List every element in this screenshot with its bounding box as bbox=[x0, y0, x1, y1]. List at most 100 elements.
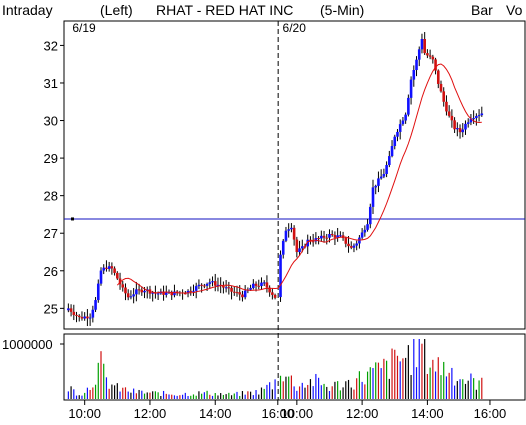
candle-body bbox=[358, 237, 361, 244]
volume-bars bbox=[60, 339, 483, 399]
candle-body bbox=[464, 123, 467, 130]
candle-body bbox=[175, 291, 179, 293]
candle-body bbox=[374, 185, 378, 188]
candle-body bbox=[211, 281, 214, 283]
x-tick-label: 10:00 bbox=[281, 406, 314, 421]
candle-body bbox=[268, 287, 271, 293]
candle-body bbox=[67, 308, 70, 311]
candle-body bbox=[116, 272, 119, 279]
x-tick-label: 10:00 bbox=[68, 406, 101, 421]
candle-body bbox=[417, 49, 421, 60]
candle-body bbox=[393, 136, 397, 147]
candle-body bbox=[126, 293, 130, 298]
candle-body bbox=[388, 156, 391, 166]
candle-body bbox=[241, 294, 244, 298]
candle-body bbox=[279, 254, 282, 298]
day-labels: 6/19 6/20 bbox=[72, 21, 306, 35]
candle-body bbox=[216, 284, 220, 286]
candle-body bbox=[379, 176, 383, 179]
volume-panel[interactable] bbox=[63, 333, 526, 401]
hline-marker bbox=[71, 217, 74, 221]
moving-average-line bbox=[116, 63, 482, 294]
candle-body bbox=[363, 229, 367, 233]
candle-body bbox=[412, 70, 416, 80]
price-panel[interactable] bbox=[63, 20, 526, 330]
x-tick-label: 14:00 bbox=[411, 406, 444, 421]
y-tick-label: 29 bbox=[44, 151, 58, 166]
candle-body bbox=[466, 122, 470, 124]
candle-body bbox=[156, 293, 160, 295]
candle-body bbox=[235, 292, 239, 294]
candle-body bbox=[271, 292, 274, 295]
candle-body bbox=[173, 291, 176, 296]
volume-label[interactable]: Vo bbox=[506, 2, 523, 18]
candle-body bbox=[265, 282, 269, 288]
candle-body bbox=[295, 239, 299, 253]
chart-mode: Intraday bbox=[2, 2, 53, 18]
candle-body bbox=[88, 317, 92, 319]
x-tick-label: 12:00 bbox=[134, 406, 167, 421]
candle-body bbox=[461, 129, 465, 133]
candle-body bbox=[322, 235, 326, 238]
candle-body bbox=[143, 290, 146, 293]
candle-body bbox=[415, 59, 418, 71]
candle-body bbox=[309, 239, 312, 242]
candle-body bbox=[281, 240, 285, 255]
candle-body bbox=[390, 146, 394, 157]
candle-body bbox=[423, 39, 426, 54]
candle-body bbox=[132, 294, 135, 297]
candle-body bbox=[189, 290, 193, 292]
candle-body bbox=[124, 287, 127, 294]
candle-body bbox=[336, 235, 339, 238]
candle-body bbox=[164, 292, 168, 295]
candle-body bbox=[222, 285, 225, 288]
candle-body bbox=[113, 268, 116, 273]
candle-body bbox=[290, 227, 293, 230]
candle-body bbox=[83, 316, 86, 319]
candle-body bbox=[260, 282, 263, 287]
y-tick-label: 30 bbox=[44, 114, 58, 129]
candle-body bbox=[325, 237, 329, 239]
candle-body bbox=[162, 291, 165, 295]
candle-body bbox=[366, 224, 369, 230]
candle-body bbox=[434, 59, 437, 71]
candle-body bbox=[306, 239, 310, 247]
candle-body bbox=[257, 285, 261, 287]
candle-body bbox=[232, 291, 236, 293]
candle-body bbox=[137, 289, 141, 291]
y-tick-label: 28 bbox=[44, 189, 58, 204]
candle-body bbox=[407, 97, 410, 115]
candle-body bbox=[203, 285, 206, 287]
candle-body bbox=[426, 53, 429, 56]
candle-body bbox=[238, 292, 242, 295]
candle-body bbox=[192, 290, 195, 292]
candle-body bbox=[401, 120, 405, 125]
candle-body bbox=[96, 283, 100, 301]
candle-body bbox=[186, 290, 190, 294]
candle-body bbox=[254, 283, 258, 286]
candle-body bbox=[135, 289, 138, 295]
candle-body bbox=[273, 294, 277, 298]
y-axis: 25 26 27 28 29 30 31 32 bbox=[44, 38, 64, 316]
candle-body bbox=[72, 311, 76, 315]
candle-body bbox=[80, 317, 84, 319]
candle-body bbox=[91, 309, 95, 318]
candle-body bbox=[458, 128, 462, 133]
candle-body bbox=[377, 178, 380, 186]
candle-body bbox=[349, 246, 353, 248]
candle-body bbox=[184, 293, 187, 295]
style-label[interactable]: Bar bbox=[471, 2, 493, 18]
candle-body bbox=[439, 83, 443, 92]
candle-body bbox=[194, 286, 198, 291]
candle-body bbox=[396, 131, 399, 137]
y-tick-label: 27 bbox=[44, 226, 58, 241]
candle-body bbox=[252, 283, 255, 289]
x-tick-label: 14:00 bbox=[199, 406, 232, 421]
candle-body bbox=[94, 300, 97, 310]
candle-body bbox=[450, 115, 454, 121]
candle-body bbox=[110, 266, 114, 269]
candle-body bbox=[469, 118, 473, 123]
candle-body bbox=[320, 235, 323, 239]
